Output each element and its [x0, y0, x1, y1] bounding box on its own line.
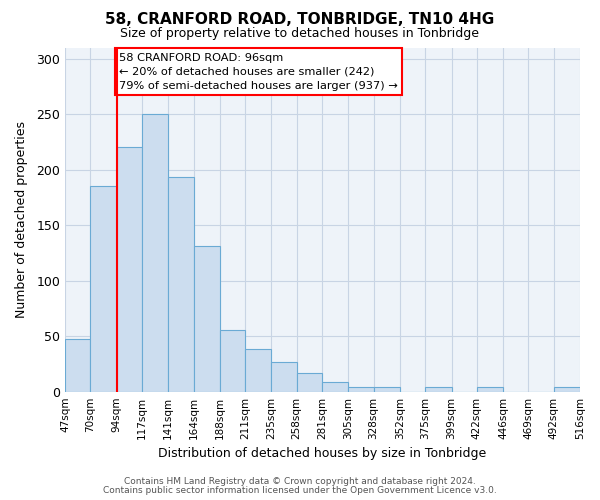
Text: Contains public sector information licensed under the Open Government Licence v3: Contains public sector information licen… — [103, 486, 497, 495]
Bar — [142, 114, 168, 392]
Bar — [554, 387, 580, 392]
Bar — [91, 186, 116, 392]
Bar — [374, 387, 400, 392]
Bar — [220, 330, 245, 392]
Bar — [349, 387, 374, 392]
Text: Size of property relative to detached houses in Tonbridge: Size of property relative to detached ho… — [121, 28, 479, 40]
Text: 58 CRANFORD ROAD: 96sqm
← 20% of detached houses are smaller (242)
79% of semi-d: 58 CRANFORD ROAD: 96sqm ← 20% of detache… — [119, 52, 398, 90]
Text: Contains HM Land Registry data © Crown copyright and database right 2024.: Contains HM Land Registry data © Crown c… — [124, 477, 476, 486]
X-axis label: Distribution of detached houses by size in Tonbridge: Distribution of detached houses by size … — [158, 447, 487, 460]
Bar — [65, 340, 91, 392]
Bar — [271, 362, 297, 392]
Bar — [297, 373, 322, 392]
Bar — [477, 387, 503, 392]
Bar — [116, 148, 142, 392]
Bar — [322, 382, 349, 392]
Bar — [245, 350, 271, 392]
Y-axis label: Number of detached properties: Number of detached properties — [15, 121, 28, 318]
Text: 58, CRANFORD ROAD, TONBRIDGE, TN10 4HG: 58, CRANFORD ROAD, TONBRIDGE, TN10 4HG — [106, 12, 494, 28]
Bar — [194, 246, 220, 392]
Bar — [425, 387, 452, 392]
Bar — [168, 178, 194, 392]
